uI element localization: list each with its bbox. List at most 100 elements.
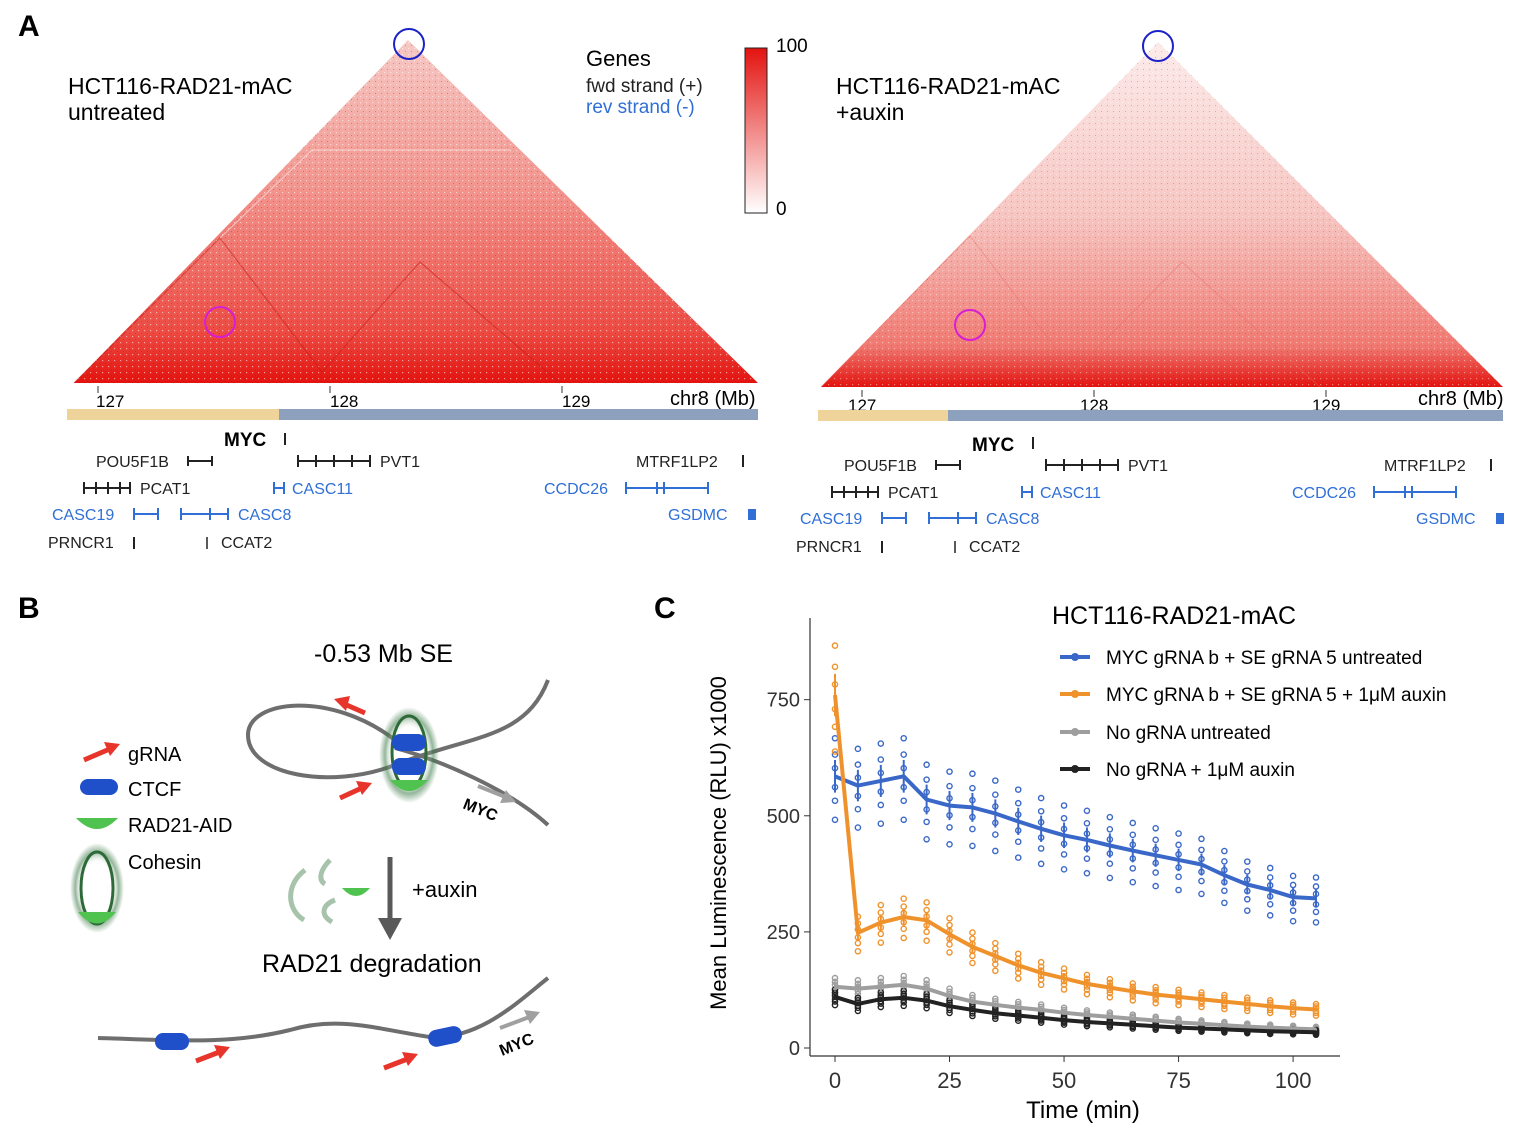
point-s0-x20-r4 xyxy=(1289,881,1297,889)
point-s1-x8-r5 xyxy=(1014,950,1022,958)
point-s1-x1-r1 xyxy=(854,939,862,947)
point-s1-x5-r1 xyxy=(946,941,953,948)
point-s1-x2-r1 xyxy=(877,930,885,938)
gene-casc11: CASC11 xyxy=(292,481,353,498)
right-tad-bar-b xyxy=(948,410,1503,421)
point-s1-x9-r0 xyxy=(1037,981,1045,989)
point-s0-x9-r1 xyxy=(1037,845,1045,852)
chart-lines xyxy=(833,673,1317,1035)
point-s2-x3-r5 xyxy=(900,972,908,980)
series-line-0 xyxy=(834,774,1317,901)
point-s3-x7-r0 xyxy=(992,1015,999,1023)
point-s0-x6-r5 xyxy=(969,770,976,778)
myc-label-bottom: MYC xyxy=(497,1030,537,1059)
point-s1-x0-r5 xyxy=(831,642,839,649)
point-s1-x10-r5 xyxy=(1060,965,1068,972)
point-s1-x11-r0 xyxy=(1083,990,1091,998)
point-s0-x6-r1 xyxy=(969,825,976,833)
point-s0-x5-r5 xyxy=(946,768,953,775)
myc-arrow-bottom xyxy=(499,1010,540,1030)
point-s1-x9-r5 xyxy=(1037,958,1045,966)
point-s1-x3-r4 xyxy=(900,903,908,910)
gene-ccdc26: CCDC26 xyxy=(544,481,608,498)
x-tick-label-0: 0 xyxy=(829,1068,841,1093)
colorbar-min: 0 xyxy=(776,199,787,220)
point-s0-x9-r0 xyxy=(1037,860,1045,868)
gene-pcat1-r: PCAT1 xyxy=(888,485,938,502)
point-s2-x9-r5 xyxy=(1037,1001,1045,1008)
loop-circle-se-auxin xyxy=(954,309,986,341)
genes-legend-fwd: fwd strand (+) xyxy=(586,76,703,97)
gene-pcat1: PCAT1 xyxy=(140,481,190,498)
point-s1-x5-r5 xyxy=(946,914,953,922)
point-s1-x0-r0 xyxy=(831,748,839,755)
point-s0-x10-r5 xyxy=(1060,802,1068,809)
left-gene-track: MYC POU5F1B PVT1 MTRF1LP2 PCAT1 CASC11 C… xyxy=(48,430,756,552)
left-tick-127: 127 xyxy=(96,392,124,411)
right-gene-track: MYC POU5F1B PVT1 MTRF1LP2 PCAT1 CASC11 C… xyxy=(796,435,1504,556)
point-s0-x15-r1 xyxy=(1175,873,1182,881)
point-s0-x18-r0 xyxy=(1243,907,1251,914)
left-tad-bar-a xyxy=(67,409,279,420)
point-s1-x3-r0 xyxy=(900,934,908,942)
point-s1-x2-r4 xyxy=(877,909,885,916)
panel-label-b: B xyxy=(18,592,40,625)
point-s1-x4-r1 xyxy=(923,928,930,936)
grna-arrow-icon xyxy=(83,742,120,763)
point-s1-x2-r0 xyxy=(877,939,885,946)
point-s1-x15-r5 xyxy=(1175,986,1182,994)
legend-item-series-1: MYC gRNA b + SE gRNA 5 + 1μM auxin xyxy=(1060,685,1446,706)
series-line-2 xyxy=(834,982,1317,1032)
point-s0-x20-r1 xyxy=(1289,907,1297,914)
series-line-1 xyxy=(833,694,1317,1012)
point-s0-x11-r4 xyxy=(1083,819,1091,827)
gene-ccdc26-r: CCDC26 xyxy=(1292,485,1356,502)
right-axis: 127 128 129 chr8 (Mb) xyxy=(818,388,1504,421)
point-s1-x21-r5 xyxy=(1312,1000,1320,1008)
point-s3-x8-r0 xyxy=(1014,1017,1022,1024)
gene-casc8: CASC8 xyxy=(238,507,291,524)
point-s3-x0-r0 xyxy=(831,1001,839,1009)
chart-title: HCT116-RAD21-mAC xyxy=(1052,602,1296,630)
legend-label-3: No gRNA + 1μM auxin xyxy=(1106,760,1295,781)
point-s1-x4-r5 xyxy=(923,899,930,906)
point-s3-x1-r5 xyxy=(854,994,862,1002)
point-s1-x20-r5 xyxy=(1289,999,1297,1006)
point-s2-x7-r5 xyxy=(992,995,999,1003)
gene-ccat2: CCAT2 xyxy=(221,535,272,552)
cohesin-icon xyxy=(70,843,124,933)
point-s2-x4-r5 xyxy=(923,976,930,984)
gene-gsdmc-r: GSDMC xyxy=(1416,511,1476,528)
point-s0-x18-r1 xyxy=(1243,895,1251,903)
chart-ticks: 0 250 500 750 0 25 50 75 100 xyxy=(767,690,1312,1093)
gene-casc19-r: CASC19 xyxy=(800,511,862,528)
legend-rad21: RAD21-AID xyxy=(128,815,232,837)
auxin-label: +auxin xyxy=(412,877,477,902)
left-axis: 127 128 129 chr8 (Mb) xyxy=(67,386,758,420)
y-tick-label-3: 750 xyxy=(767,690,800,712)
gene-pou5f1b-r: POU5F1B xyxy=(844,458,917,475)
legend-label-2: No gRNA untreated xyxy=(1106,723,1271,744)
point-s0-x16-r5 xyxy=(1198,835,1205,843)
x-tick-label-1: 25 xyxy=(937,1068,961,1093)
point-s0-x3-r5 xyxy=(900,734,908,742)
point-s0-x15-r0 xyxy=(1175,886,1182,894)
point-s0-x4-r1 xyxy=(923,818,930,826)
panel-label-a: A xyxy=(18,10,40,43)
point-s1-x17-r5 xyxy=(1221,991,1228,999)
point-s0-x11-r1 xyxy=(1083,855,1091,862)
loop-circle-top-auxin xyxy=(1142,30,1174,62)
point-s0-x17-r0 xyxy=(1221,899,1228,907)
myc-arrow-top xyxy=(477,784,516,803)
point-s1-x12-r0 xyxy=(1106,993,1114,1001)
point-s0-x5-r0 xyxy=(946,841,953,848)
point-s0-x10-r1 xyxy=(1060,851,1068,858)
point-s0-x8-r4 xyxy=(1014,799,1022,807)
point-s0-x18-r5 xyxy=(1243,858,1251,865)
point-s0-x6-r4 xyxy=(969,784,976,792)
legend-cohesin: Cohesin xyxy=(128,852,201,874)
legend-item-series-3: No gRNA + 1μM auxin xyxy=(1060,760,1295,781)
point-s0-x12-r1 xyxy=(1106,860,1114,868)
point-s0-x1-r0 xyxy=(854,824,862,831)
rad21-icon xyxy=(76,818,118,829)
